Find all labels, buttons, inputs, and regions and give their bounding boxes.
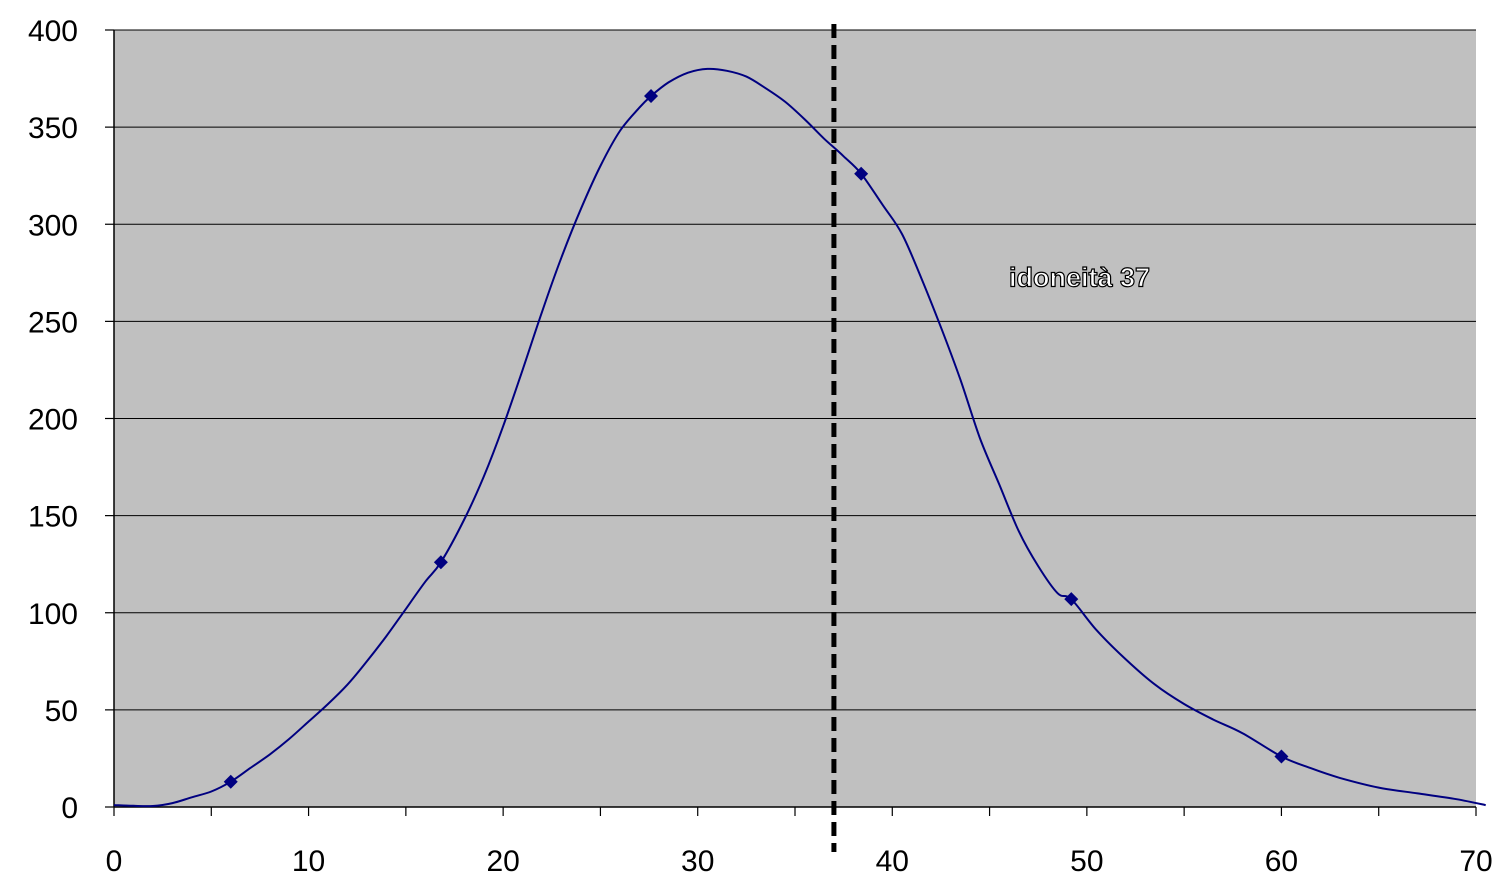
x-tick-label-20: 20 — [486, 845, 519, 877]
y-tick-label-50: 50 — [45, 695, 78, 728]
x-tick-label-10: 10 — [292, 845, 325, 877]
x-tick-label-60: 60 — [1265, 845, 1298, 877]
x-tick-label-0: 0 — [106, 845, 123, 877]
series-line — [113, 67, 1486, 808]
x-tick-label-30: 30 — [681, 845, 714, 877]
x-axis — [113, 806, 1477, 816]
data-point-3 — [854, 166, 869, 181]
x-tick-label-40: 40 — [876, 845, 909, 877]
y-tick-labels: 0 50 100 150 200 250 300 350 400 — [28, 15, 78, 825]
y-tick-label-150: 150 — [28, 501, 78, 534]
data-point-5 — [1274, 749, 1289, 764]
x-tick-labels: 0 10 20 30 40 50 60 70 — [106, 845, 1493, 877]
data-point-4 — [1064, 592, 1079, 607]
y-axis — [105, 29, 115, 808]
y-tick-label-300: 300 — [28, 209, 78, 242]
data-markers — [223, 89, 1289, 789]
annotation-label-0: idoneità 37 — [1009, 262, 1150, 292]
y-tick-label-200: 200 — [28, 404, 78, 437]
data-point-2 — [644, 89, 659, 104]
y-tick-label-0: 0 — [61, 792, 78, 825]
y-tick-label-350: 350 — [28, 112, 78, 145]
data-point-0 — [223, 774, 238, 789]
x-tick-label-70: 70 — [1459, 845, 1492, 877]
x-tick-label-50: 50 — [1070, 845, 1103, 877]
annotations: idoneità 37 — [1008, 262, 1150, 293]
data-point-1 — [433, 555, 448, 570]
y-tick-label-100: 100 — [28, 598, 78, 631]
y-tick-label-250: 250 — [28, 306, 78, 339]
y-tick-label-400: 400 — [28, 15, 78, 48]
